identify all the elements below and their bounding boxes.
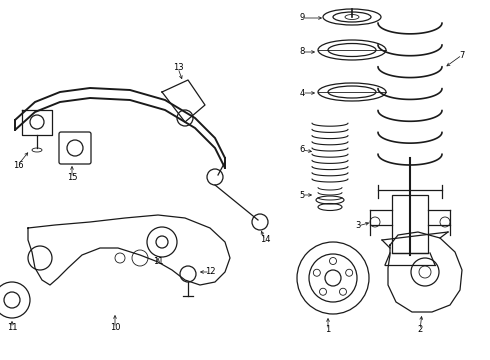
Text: 12: 12: [205, 267, 215, 276]
Text: 10: 10: [110, 324, 120, 333]
Text: 9: 9: [299, 13, 305, 22]
Text: 14: 14: [260, 235, 270, 244]
Text: 5: 5: [299, 190, 305, 199]
Text: 11: 11: [7, 324, 17, 333]
Text: 4: 4: [299, 89, 305, 98]
Text: 13: 13: [172, 63, 183, 72]
Text: 8: 8: [299, 48, 305, 57]
Text: 7: 7: [459, 50, 465, 59]
Text: 11: 11: [153, 257, 163, 266]
Text: 2: 2: [417, 325, 423, 334]
Text: 1: 1: [325, 325, 331, 334]
Text: 15: 15: [67, 174, 77, 183]
Text: 6: 6: [299, 145, 305, 154]
Text: 3: 3: [355, 221, 361, 230]
Text: 16: 16: [13, 161, 24, 170]
